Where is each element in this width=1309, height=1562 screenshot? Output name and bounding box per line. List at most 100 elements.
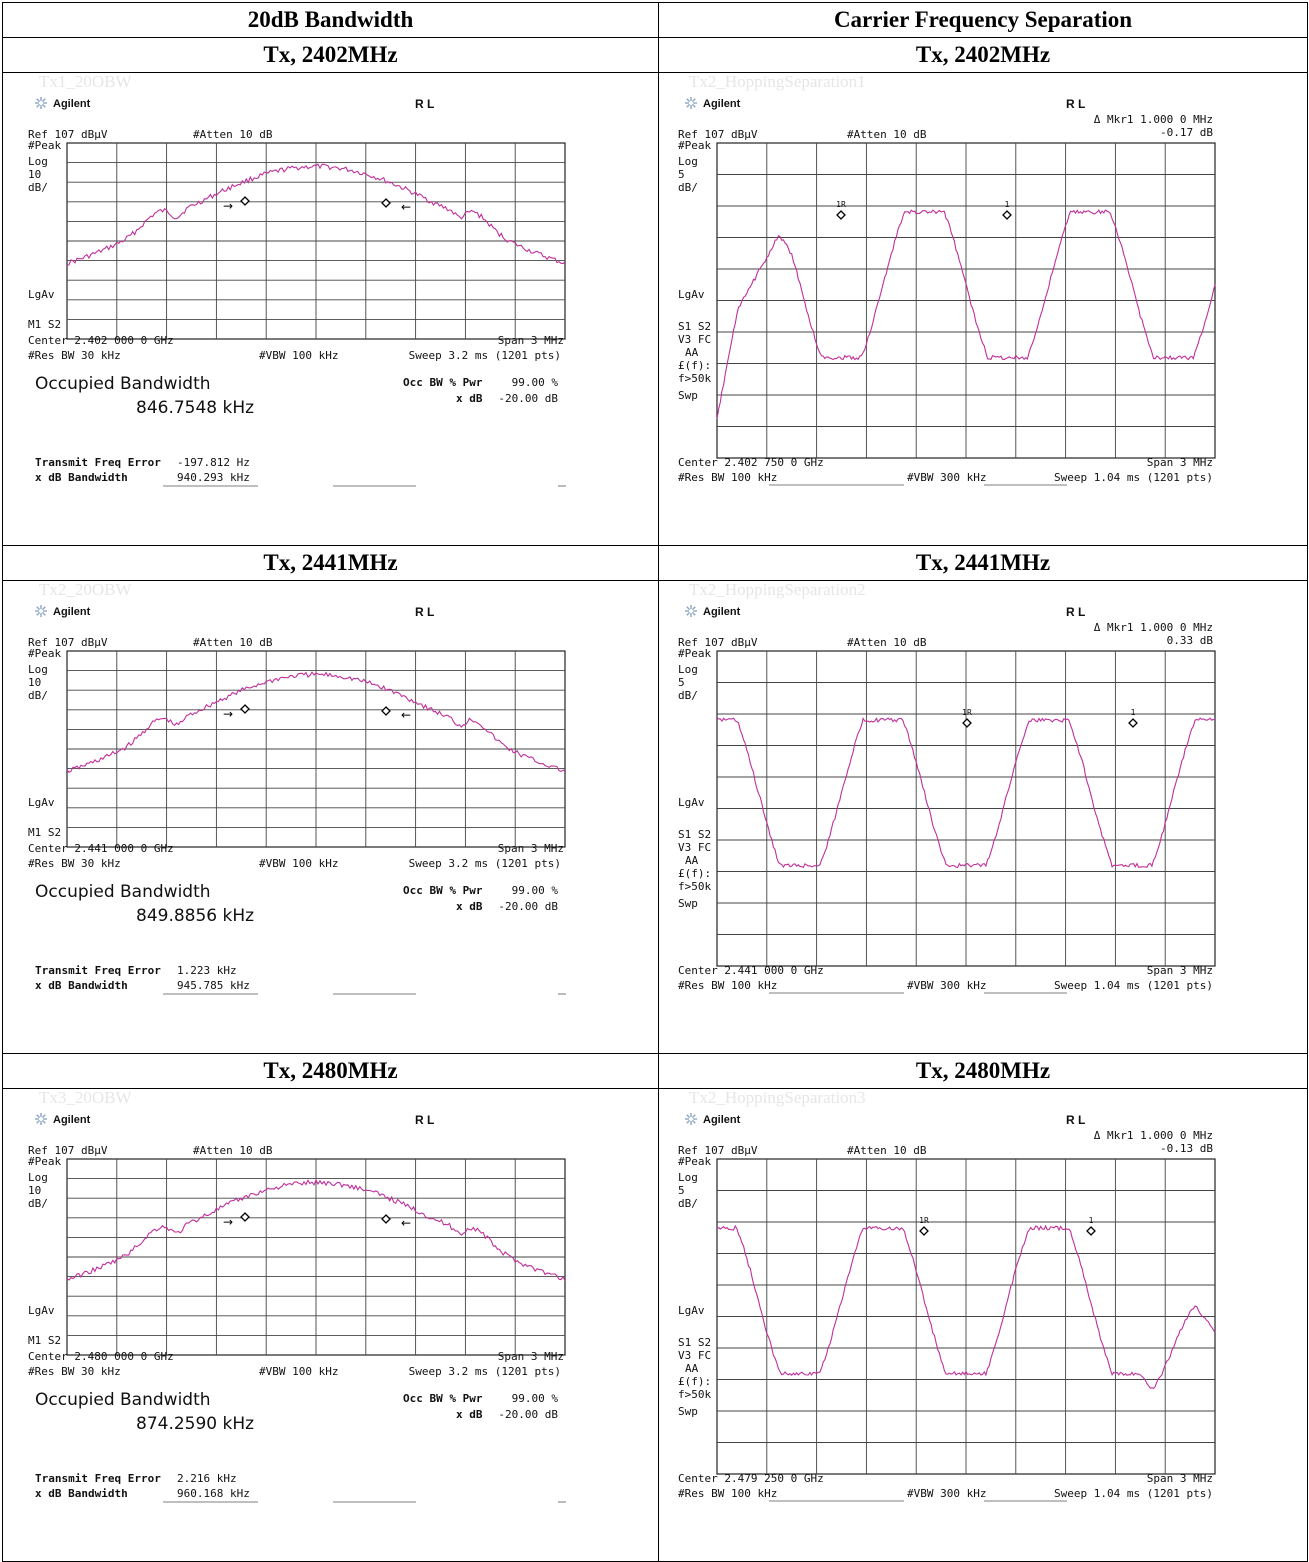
row-label-left: Tx, 2480MHz — [2, 1053, 659, 1089]
scale-unit: dB/ — [678, 689, 698, 702]
obw-trace — [66, 163, 566, 266]
video-bandwidth: #VBW 100 kHz — [259, 857, 338, 870]
occ-bw-value: 99.00 % — [512, 1392, 559, 1405]
function-label: £(f): — [678, 359, 711, 372]
span: Span 3 MHz — [498, 842, 564, 855]
brand-name: Agilent — [703, 606, 741, 618]
average-label: LgAv — [28, 1304, 55, 1317]
scale-value: 5 — [678, 676, 685, 689]
brand-name: Agilent — [703, 98, 741, 110]
hopping-trace — [716, 717, 1216, 869]
brand-name: Agilent — [53, 606, 91, 618]
detector-label: #Peak — [28, 1155, 61, 1168]
mode-indicator: R L — [415, 605, 434, 619]
center-frequency: Center 2.480 000 0 GHz — [28, 1350, 174, 1363]
right-bandwidth-marker — [381, 1214, 391, 1224]
graticule-lines — [67, 1159, 565, 1355]
center-frequency: Center 2.402 750 0 GHz — [678, 456, 824, 469]
span: Span 3 MHz — [1147, 456, 1213, 469]
reference-level: Ref 107 dBµV — [678, 128, 758, 141]
mode-indicator: R L — [1066, 1113, 1085, 1127]
left-bandwidth-marker — [240, 1212, 250, 1222]
resolution-bandwidth: #Res BW 100 kHz — [678, 471, 777, 484]
resolution-bandwidth: #Res BW 30 kHz — [28, 857, 121, 870]
scale-value: 10 — [28, 676, 41, 689]
graticule-lines — [67, 651, 565, 847]
transmit-freq-error-value: 2.216 kHz — [177, 1472, 237, 1485]
detector-label: #Peak — [678, 1155, 711, 1168]
agilent-spark-icon — [685, 97, 697, 109]
span: Span 3 MHz — [1147, 1472, 1213, 1485]
transmit-freq-error-value: -197.812 Hz — [177, 456, 250, 469]
delta-marker-label: 1 — [1131, 708, 1136, 717]
hop-analyzer-screen: Tx2_HoppingSeparation1 Agilent R L Δ Mkr1 1… — [659, 73, 1307, 545]
scale-unit: dB/ — [28, 689, 48, 702]
frequency-threshold: f>50k — [678, 1388, 711, 1401]
hop-analyzer-screen: Tx2_HoppingSeparation3 Agilent R L Δ Mkr1 1… — [659, 1089, 1307, 1561]
obw-analyzer-screen: Tx1_20OBW Agilent R L Ref 107 dBµV #Atten 10… — [3, 73, 658, 545]
delta-marker — [1128, 718, 1138, 728]
attenuation: #Atten 10 dB — [847, 128, 927, 141]
row-label-right: Tx, 2480MHz — [658, 1053, 1308, 1089]
center-frequency: Center 2.441 000 0 GHz — [28, 842, 174, 855]
reference-level: Ref 107 dBµV — [28, 636, 108, 649]
sweep-time: Sweep 1.04 ms (1201 pts) — [1054, 1487, 1213, 1500]
center-frequency: Center 2.479 250 0 GHz — [678, 1472, 824, 1485]
sweep-state: S1 S2 — [678, 1336, 711, 1349]
sweep-time: Sweep 1.04 ms (1201 pts) — [1054, 471, 1213, 484]
attenuation: #Atten 10 dB — [193, 1144, 273, 1157]
watermark: Tx2_HoppingSeparation1 — [689, 73, 866, 91]
video-bandwidth: #VBW 300 kHz — [907, 1487, 986, 1500]
delta-marker-frequency: Δ Mkr1 1.000 0 MHz — [1094, 113, 1213, 126]
aa-label: AA — [685, 854, 699, 867]
function-label: £(f): — [678, 1375, 711, 1388]
attenuation: #Atten 10 dB — [193, 636, 273, 649]
mode-indicator: R L — [415, 1113, 434, 1127]
sweep-label: Swp — [678, 897, 698, 910]
watermark: Tx1_20OBW — [39, 73, 133, 91]
agilent-spark-icon — [685, 1113, 697, 1125]
resolution-bandwidth: #Res BW 30 kHz — [28, 1365, 121, 1378]
reference-level: Ref 107 dBµV — [28, 1144, 108, 1157]
center-frequency: Center 2.441 000 0 GHz — [678, 964, 824, 977]
obw-analyzer-screen: Tx2_20OBW Agilent R L Ref 107 dBµV #Atten 10… — [3, 581, 658, 1053]
hopping-trace — [716, 1224, 1216, 1390]
transmit-freq-error-value: 1.223 kHz — [177, 964, 237, 977]
obw-analyzer-screen: Tx3_20OBW Agilent R L Ref 107 dBµV #Atten 10… — [3, 1089, 658, 1561]
hop-screenshot-cell: Tx2_HoppingSeparation2 Agilent R L Δ Mkr1 1… — [658, 580, 1308, 1054]
sweep-state: S1 S2 — [678, 828, 711, 841]
mode-indicator: R L — [415, 97, 434, 111]
row-label-right: Tx, 2402MHz — [658, 37, 1308, 73]
sweep-label: Swp — [678, 1405, 698, 1418]
xdb-value: -20.00 dB — [498, 1408, 558, 1421]
coupling-state: V3 FC — [678, 841, 711, 854]
agilent-spark-icon — [35, 1113, 47, 1125]
sweep-label: Swp — [678, 389, 698, 402]
average-label: LgAv — [678, 1304, 705, 1317]
resolution-bandwidth: #Res BW 100 kHz — [678, 1487, 777, 1500]
hopping-trace — [716, 209, 1216, 420]
transmit-freq-error-label: Transmit Freq Error — [35, 1472, 161, 1485]
obw-title: Occupied Bandwidth — [35, 1390, 211, 1410]
reference-marker-label: 1R — [836, 200, 846, 209]
scale-value: 10 — [28, 1184, 41, 1197]
xdb-bandwidth-label: x dB Bandwidth — [35, 471, 128, 484]
sweep-time: Sweep 3.2 ms (1201 pts) — [409, 1365, 561, 1378]
obw-value: 846.7548 kHz — [136, 398, 254, 418]
left-arrow-icon: → — [223, 707, 233, 721]
right-arrow-icon: ← — [401, 708, 411, 722]
brand-name: Agilent — [53, 1114, 91, 1126]
right-arrow-icon: ← — [401, 1216, 411, 1230]
watermark: Tx2_HoppingSeparation2 — [689, 581, 866, 599]
video-bandwidth: #VBW 300 kHz — [907, 471, 986, 484]
attenuation: #Atten 10 dB — [847, 1144, 927, 1157]
xdb-value: -20.00 dB — [498, 900, 558, 913]
resolution-bandwidth: #Res BW 100 kHz — [678, 979, 777, 992]
obw-screenshot-cell: Tx3_20OBW Agilent R L Ref 107 dBµV #Atten 10… — [2, 1088, 659, 1562]
frequency-threshold: f>50k — [678, 880, 711, 893]
reference-marker-label: 1R — [962, 708, 972, 717]
reference-level: Ref 107 dBµV — [28, 128, 108, 141]
occ-bw-label: Occ BW % Pwr — [403, 376, 483, 389]
average-label: LgAv — [678, 796, 705, 809]
attenuation: #Atten 10 dB — [193, 128, 273, 141]
